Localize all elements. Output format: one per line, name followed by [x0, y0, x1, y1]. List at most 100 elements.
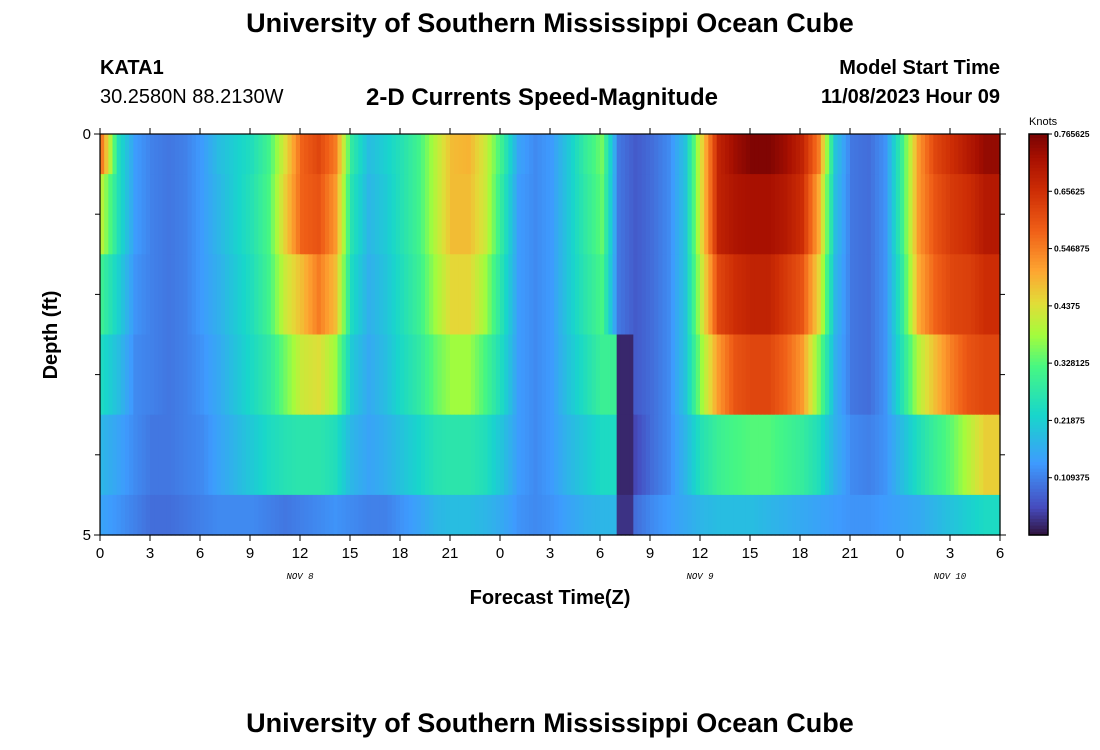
heatmap-cell: [445, 494, 451, 536]
heatmap-cell: [425, 414, 430, 496]
heatmap-cell: [312, 494, 318, 536]
heatmap-cell: [162, 254, 168, 336]
heatmap-cell: [941, 254, 947, 336]
heatmap-cell: [937, 334, 943, 416]
colorbar-segment: [1029, 197, 1048, 202]
heatmap-cell: [558, 254, 564, 336]
heatmap-cell: [279, 494, 284, 536]
heatmap-cell: [204, 134, 209, 175]
heatmap-cell: [658, 334, 664, 416]
heatmap-cell: [337, 134, 343, 175]
heatmap-cell: [950, 174, 955, 255]
heatmap-cell: [583, 134, 589, 175]
heatmap-cell: [383, 334, 389, 416]
heatmap-cell: [933, 334, 939, 416]
heatmap-cell: [395, 494, 401, 536]
heatmap-cell: [337, 334, 343, 416]
heatmap-cell: [587, 254, 593, 336]
heatmap-cell: [229, 494, 234, 536]
heatmap-cell: [170, 134, 176, 175]
colorbar-segment: [1029, 164, 1048, 169]
heatmap-cell: [370, 254, 376, 336]
colorbar-segment: [1029, 391, 1048, 396]
heatmap-cell: [508, 254, 514, 336]
heatmap-cell: [991, 134, 997, 175]
heatmap-cell: [133, 254, 139, 336]
heatmap-cell: [150, 134, 155, 175]
heatmap-cell: [937, 134, 943, 175]
heatmap-cell: [279, 174, 284, 255]
heatmap-cell: [970, 334, 976, 416]
colorbar-segment: [1029, 478, 1048, 483]
heatmap-cell: [333, 134, 339, 175]
heatmap-cell: [895, 174, 901, 255]
heatmap-cell: [808, 334, 814, 416]
heatmap-cell: [537, 254, 543, 336]
heatmap-cell: [716, 414, 722, 496]
x-tick-label: 6: [196, 545, 204, 562]
heatmap-cell: [945, 174, 951, 255]
x-tick-label: 15: [342, 545, 359, 562]
heatmap-cell: [700, 334, 705, 416]
heatmap-cell: [979, 174, 984, 255]
heatmap-cell: [608, 174, 614, 255]
heatmap-cell: [554, 174, 559, 255]
colorbar-segment: [1029, 501, 1048, 506]
heatmap-cell: [750, 334, 755, 416]
heatmap-cell: [779, 414, 784, 496]
heatmap-cell: [266, 254, 272, 336]
heatmap-cell: [516, 174, 522, 255]
heatmap-cell: [704, 334, 709, 416]
heatmap-cell: [145, 334, 151, 416]
heatmap-cell: [520, 174, 526, 255]
heatmap-cell: [958, 334, 964, 416]
heatmap-cell: [212, 134, 218, 175]
heatmap-cell: [391, 134, 397, 175]
heatmap-cell: [112, 254, 118, 336]
heatmap-cell: [566, 334, 572, 416]
heatmap-cell: [812, 334, 818, 416]
heatmap-cell: [900, 414, 905, 496]
heatmap-cell: [500, 174, 505, 255]
colorbar-segment: [1029, 418, 1048, 422]
heatmap-cell: [375, 414, 380, 496]
colorbar-segment: [1029, 508, 1048, 513]
heatmap-cell: [816, 134, 822, 175]
heatmap-cell: [591, 334, 597, 416]
heatmap-cell: [954, 334, 959, 416]
heatmap-cell: [100, 134, 105, 175]
colorbar-segment: [1029, 134, 1048, 138]
y-axis: 05: [83, 126, 1006, 544]
heatmap-cell: [979, 254, 984, 336]
heatmap-cell: [270, 334, 276, 416]
heatmap-cell: [654, 414, 659, 496]
colorbar-segment: [1029, 137, 1048, 142]
x-tick-label: 9: [646, 545, 654, 562]
heatmap-cell: [237, 414, 243, 496]
heatmap-cell: [725, 494, 730, 536]
heatmap-cell: [691, 134, 697, 175]
heatmap-cell: [979, 494, 984, 536]
heatmap-cell: [270, 174, 276, 255]
heatmap-cell: [650, 254, 655, 336]
heatmap-cell: [125, 174, 130, 255]
heatmap-cell: [795, 334, 801, 416]
colorbar-segment: [1029, 341, 1048, 346]
heatmap-cell: [270, 494, 276, 536]
heatmap-cell: [312, 254, 318, 336]
heatmap-cell: [712, 494, 718, 536]
heatmap-cell: [691, 494, 697, 536]
heatmap-cell: [712, 174, 718, 255]
heatmap-cell: [404, 334, 409, 416]
colorbar-segment: [1029, 284, 1048, 289]
heatmap-cell: [158, 414, 164, 496]
heatmap-cell: [516, 334, 522, 416]
heatmap-cell: [687, 494, 693, 536]
heatmap-cell: [350, 334, 355, 416]
heatmap-cell: [504, 254, 509, 336]
heatmap-cell: [300, 494, 305, 536]
heatmap-cell: [841, 414, 847, 496]
heatmap-cell: [825, 134, 830, 175]
heatmap-cell: [304, 254, 309, 336]
colorbar-segment: [1029, 281, 1048, 285]
